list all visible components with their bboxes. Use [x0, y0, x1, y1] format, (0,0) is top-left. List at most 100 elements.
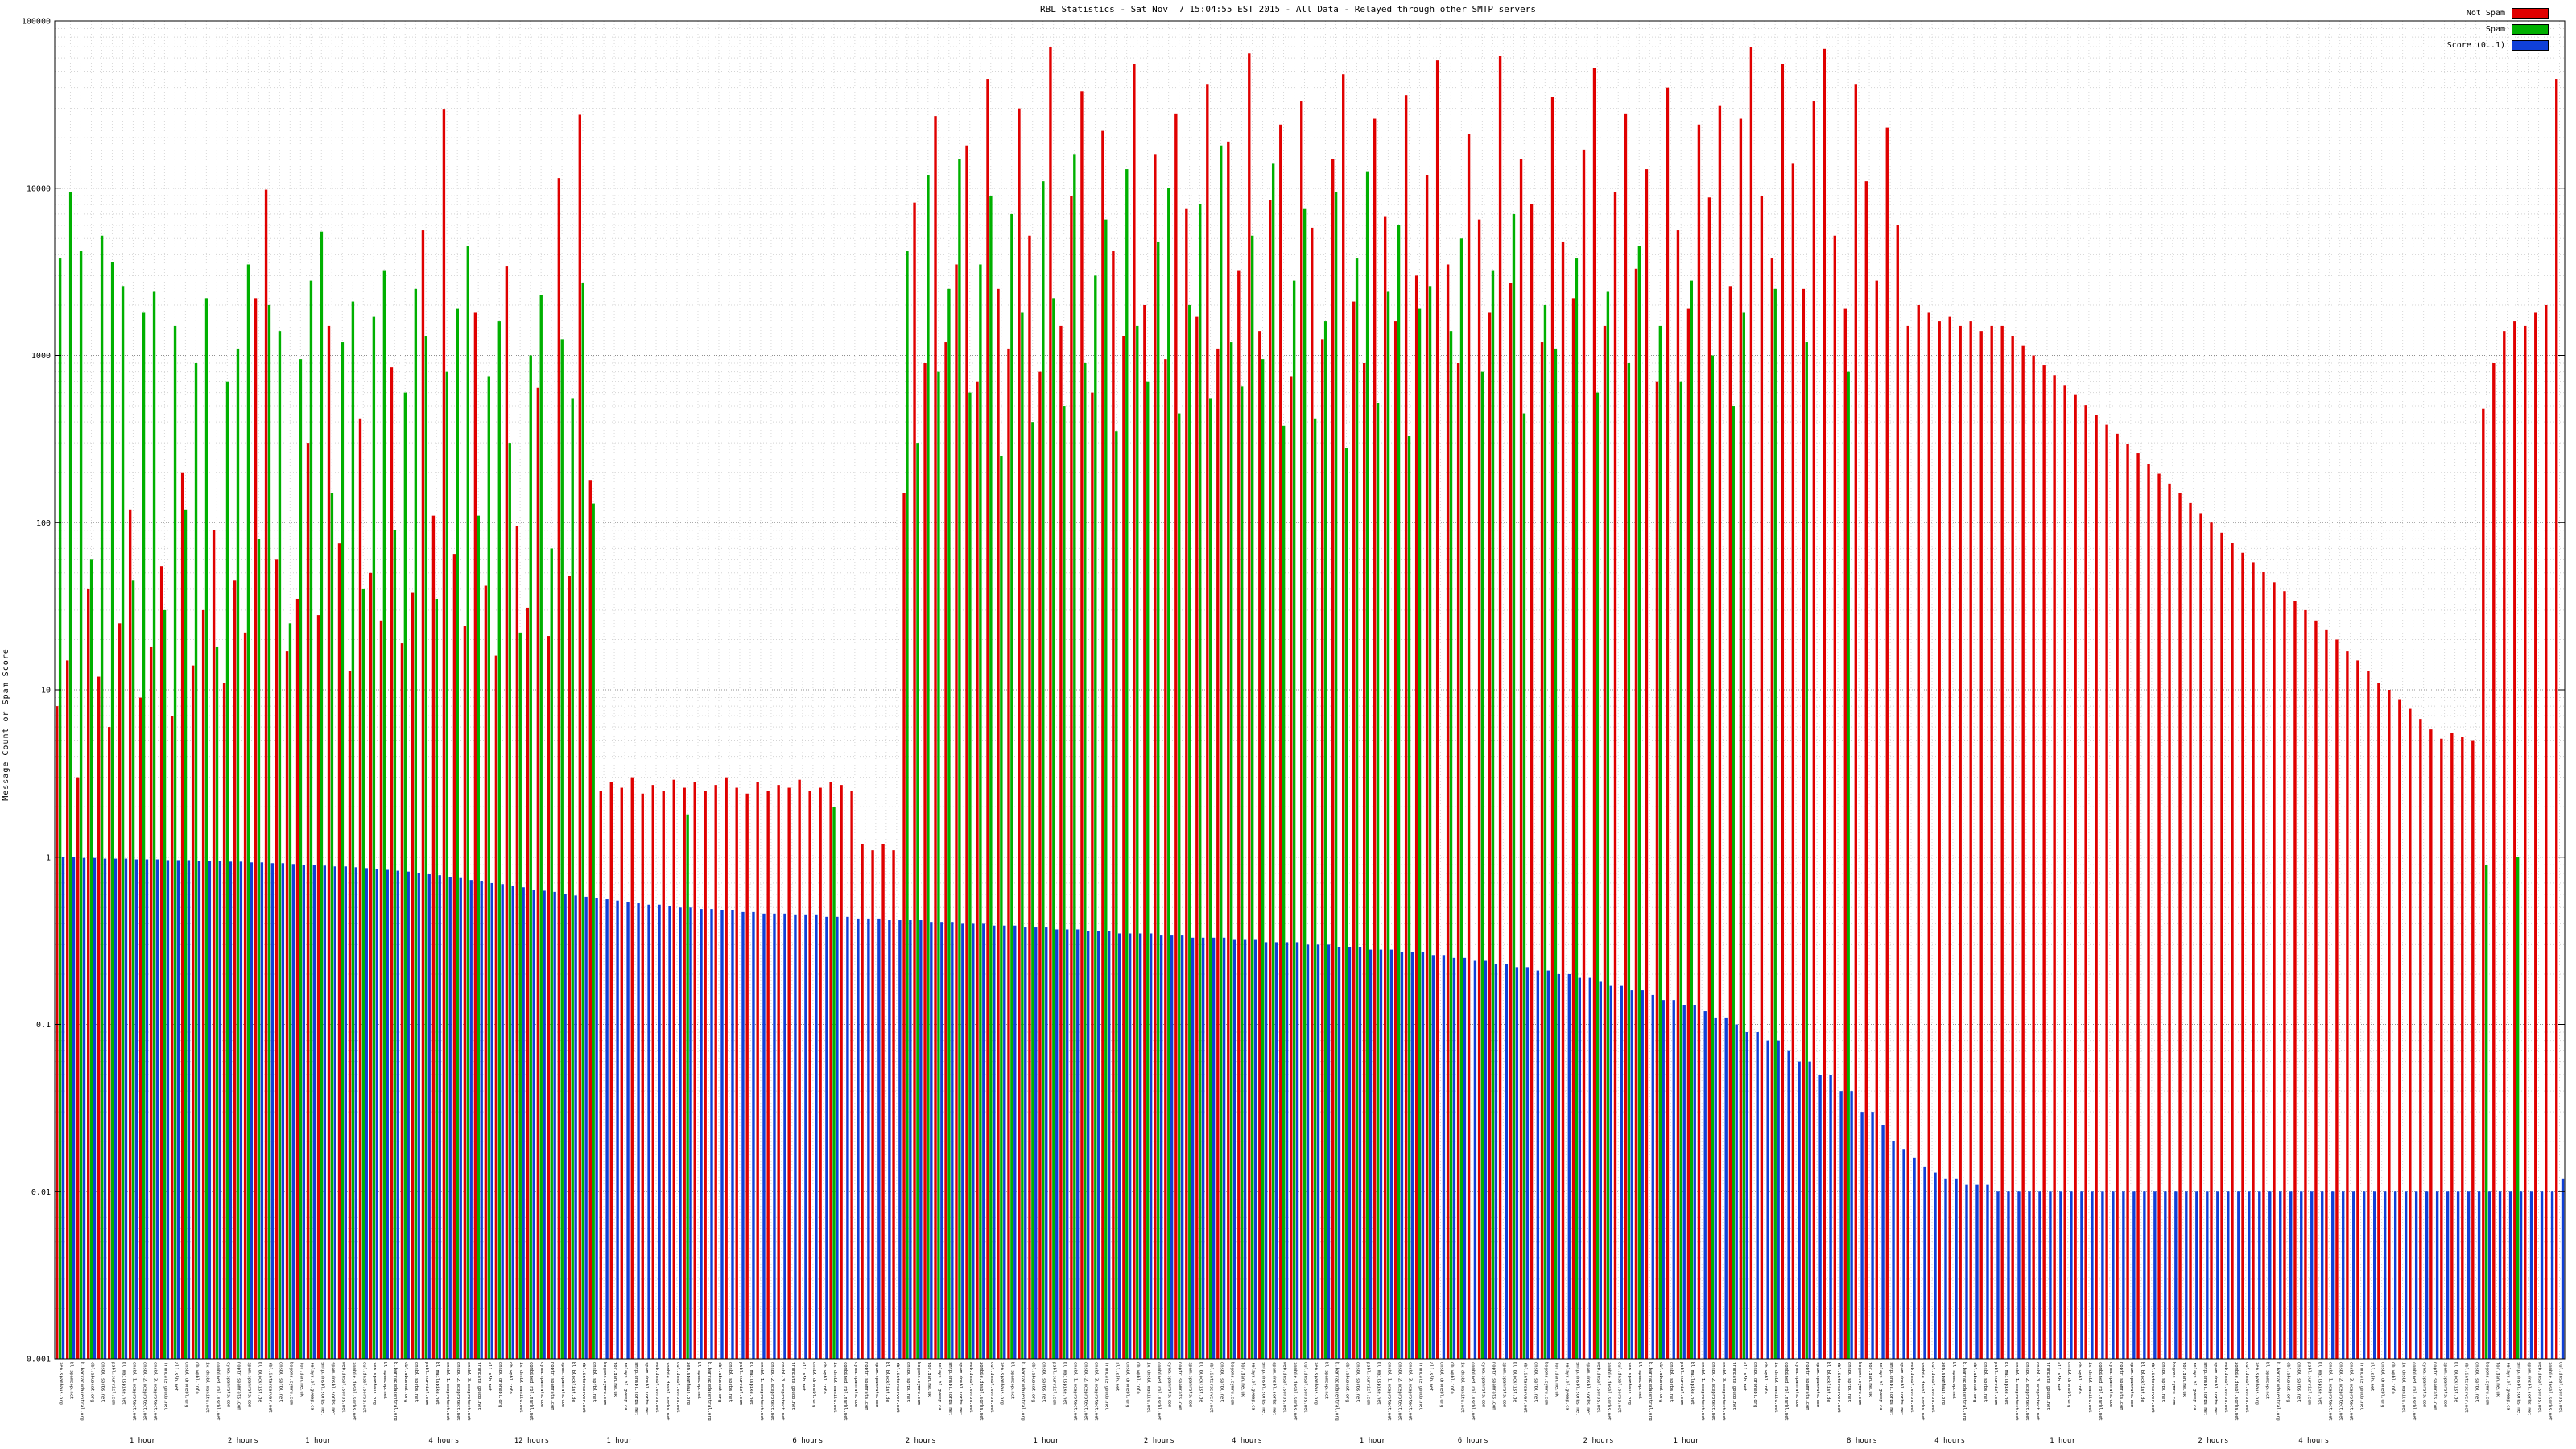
notspam-bar	[704, 791, 707, 1359]
score-bar	[501, 884, 504, 1359]
notspam-bar	[2210, 522, 2213, 1359]
notspam-bar	[2388, 690, 2391, 1359]
score-bar	[197, 861, 201, 1359]
score-bar	[2059, 1191, 2062, 1359]
spam-bar	[1679, 381, 1683, 1360]
x-tick-label: dnsbl-3.uceprotect.net	[2035, 1362, 2040, 1421]
notspam-bar	[473, 312, 477, 1360]
spam-bar	[497, 321, 501, 1360]
score-bar	[1463, 957, 1467, 1359]
notspam-bar	[1624, 113, 1628, 1360]
notspam-bar	[1645, 169, 1649, 1360]
x-tick-label: dnsbl.spfbl.net	[592, 1362, 597, 1402]
x-tick-label: zombie.dnsbl.sorbs.net	[1920, 1362, 1925, 1421]
score-bar	[815, 914, 818, 1359]
x-tick-label: smtp.dnsbl.sorbs.net	[1261, 1362, 1266, 1415]
x-tick-label: bl.mailspike.net	[749, 1362, 753, 1405]
score-bar	[480, 881, 483, 1359]
score-bar	[1076, 929, 1080, 1359]
notspam-bar	[976, 381, 979, 1360]
notspam-bar	[118, 623, 122, 1359]
notspam-bar	[1227, 141, 1230, 1360]
score-bar	[427, 874, 431, 1359]
notspam-bar	[1477, 219, 1481, 1359]
notspam-bar	[1917, 304, 1920, 1360]
score-bar	[1117, 933, 1121, 1359]
x-tick-label: db.wpbl.info	[1449, 1362, 1454, 1394]
score-bar	[2164, 1191, 2167, 1359]
score-bar	[2028, 1191, 2031, 1359]
x-tick-label: dyna.spamrats.com	[539, 1362, 544, 1408]
score-bar	[145, 859, 149, 1359]
x-tick-label: rbl.interserver.net	[2464, 1362, 2469, 1413]
y-tick-label: 1	[46, 853, 51, 862]
spam-bar	[947, 288, 951, 1360]
notspam-bar	[756, 782, 759, 1359]
notspam-bar	[609, 782, 613, 1359]
notspam-bar	[1519, 159, 1523, 1359]
score-bar	[668, 906, 671, 1359]
spam-bar	[215, 646, 219, 1359]
notspam-bar	[138, 697, 142, 1359]
score-bar	[2174, 1191, 2178, 1359]
notspam-bar	[965, 145, 968, 1360]
score-bar	[951, 922, 954, 1359]
notspam-bar	[1467, 134, 1471, 1359]
notspam-bar	[2189, 502, 2192, 1359]
notspam-bar	[1666, 87, 1670, 1359]
spam-bar	[267, 304, 271, 1360]
legend-label-score: Score (0..1)	[2446, 41, 2505, 50]
notspam-bar	[66, 660, 69, 1359]
score-bar	[407, 871, 410, 1359]
notspam-bar	[2555, 79, 2558, 1359]
x-tick-label: bogons.cymru.com	[1543, 1362, 1548, 1406]
score-bar	[1913, 1157, 1916, 1359]
spam-bar	[79, 251, 83, 1359]
score-bar	[1662, 1000, 1665, 1359]
chart-title: RBL Statistics - Sat Nov 7 15:04:55 EST …	[1040, 4, 1536, 14]
bars	[56, 47, 2565, 1360]
x-tick-label: ix.dnsbl.manitu.net	[1146, 1362, 1151, 1413]
score-bar	[867, 918, 870, 1359]
x-tick-label: dyna.spamrats.com	[2108, 1362, 2113, 1408]
x-tick-label: tor.dan.me.uk	[1868, 1362, 1872, 1397]
notspam-bar	[2524, 325, 2527, 1359]
notspam-bar	[1414, 275, 1418, 1359]
x-tick-label: all.s5h.net	[1428, 1362, 1433, 1391]
legend-swatch-spam	[2512, 24, 2549, 35]
score-bar	[2017, 1191, 2021, 1359]
spam-bar	[906, 251, 909, 1359]
score-bar	[1128, 933, 1132, 1359]
notspam-bar	[944, 342, 947, 1359]
x-tick-label: smtp.dnsbl.sorbs.net	[947, 1362, 952, 1415]
spam-bar	[539, 295, 543, 1360]
score-bar	[2435, 1191, 2439, 1359]
score-bar	[930, 922, 933, 1359]
legend-row-spam: Spam	[2486, 24, 2549, 35]
notspam-bar	[2157, 473, 2161, 1359]
score-bar	[2237, 1191, 2240, 1359]
x-tick-label: dnsbl.dronebl.org	[811, 1362, 816, 1407]
score-bar	[1066, 929, 1069, 1359]
score-bar	[1703, 1011, 1707, 1359]
x-tick-label: cbl.abuseat.org	[90, 1362, 95, 1402]
score-bar	[898, 920, 902, 1359]
spam-bar	[131, 580, 135, 1359]
score-bar	[218, 861, 222, 1359]
x-tick-label: rbl.interserver.net	[2150, 1362, 2155, 1413]
notspam-bar	[1321, 339, 1324, 1359]
x-tick-label: web.dnsbl.sorbs.net	[1909, 1362, 1914, 1413]
x-tick-label: dnsbl-3.uceprotect.net	[152, 1362, 157, 1421]
score-bar	[166, 860, 170, 1359]
x-tick-label: spam.dnsbl.sorbs.net	[2213, 1362, 2218, 1415]
notspam-bar	[275, 559, 279, 1359]
score-bar	[2487, 1191, 2491, 1359]
score-bar	[375, 869, 378, 1359]
score-bar	[1714, 1017, 1717, 1359]
notspam-bar	[620, 787, 623, 1359]
score-bar	[2352, 1191, 2355, 1359]
score-bar	[1473, 960, 1477, 1359]
x-tick-label: bogons.cymru.com	[602, 1362, 607, 1406]
notspam-bar	[683, 787, 686, 1359]
x-tick-label: zen.spamhaus.org	[1314, 1362, 1319, 1405]
